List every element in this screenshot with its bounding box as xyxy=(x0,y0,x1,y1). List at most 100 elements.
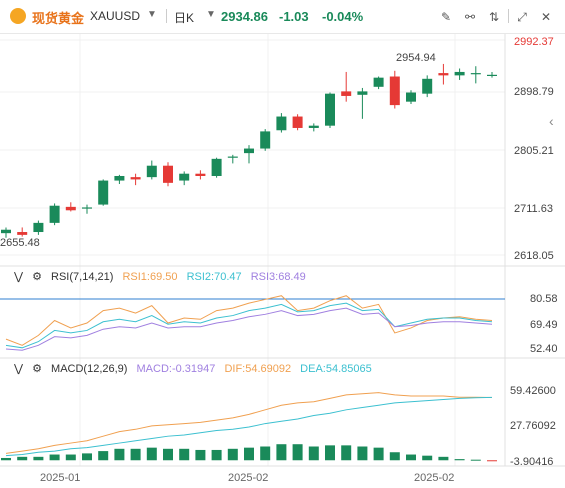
rsi1-line xyxy=(5,295,493,346)
candle-body xyxy=(292,116,303,128)
collapse-icon[interactable]: ⋁ xyxy=(14,363,24,375)
candle-body xyxy=(422,78,433,94)
macd-bar xyxy=(163,448,173,461)
rsi2-value: RSI2:70.47 xyxy=(186,271,242,283)
timeframe-chevron-icon[interactable]: ▼ xyxy=(206,9,216,20)
fullscreen-icon[interactable]: ⤢ xyxy=(517,10,527,24)
macd-bar xyxy=(82,453,92,461)
collapse-arrow-icon[interactable]: ‹ xyxy=(549,113,554,129)
close-icon[interactable]: ✕ xyxy=(540,10,552,24)
settings-icon[interactable]: ⚙ xyxy=(32,271,42,283)
rsi-axis-label: 69.49 xyxy=(530,319,558,331)
macd-value: MACD:-0.31947 xyxy=(136,363,216,375)
settings-icon[interactable]: ⚙ xyxy=(32,363,42,375)
candle-body xyxy=(244,148,254,154)
macd-bar xyxy=(114,448,125,461)
macd-bar xyxy=(130,448,141,461)
candle-body xyxy=(1,229,11,234)
macd-bar xyxy=(308,446,319,461)
macd-bar xyxy=(373,447,384,461)
divider xyxy=(508,9,509,23)
macd-bar xyxy=(276,444,287,461)
symbol-code[interactable]: XAUUSD xyxy=(90,9,141,23)
candle-body xyxy=(179,173,190,181)
macd-axis-label: -3.90416 xyxy=(510,456,554,468)
candle-body xyxy=(487,74,497,76)
macd-bar xyxy=(454,459,465,461)
candle-body xyxy=(17,232,28,235)
macd-bar xyxy=(211,449,222,461)
x-axis-label: 2025-02 xyxy=(414,472,455,484)
dea-line xyxy=(5,396,493,457)
y-axis-label: 2898.79 xyxy=(514,86,554,98)
macd-header: ⋁ ⚙ MACD(12,26,9) MACD:-0.31947 DIF:54.6… xyxy=(14,362,378,375)
macd-bar xyxy=(195,449,206,461)
divider xyxy=(166,9,167,23)
macd-bar xyxy=(33,456,44,461)
macd-bar xyxy=(470,459,481,461)
timeframe-select[interactable]: 日K xyxy=(174,11,195,25)
candle-body xyxy=(389,76,400,106)
macd-bar xyxy=(1,457,11,461)
macd-bar xyxy=(146,447,157,461)
indicator-icon[interactable]: ⚯ xyxy=(464,10,476,24)
low-price-marker: 2655.48 xyxy=(0,237,40,249)
rsi2-line xyxy=(5,302,493,349)
rsi3-line xyxy=(5,307,493,351)
chevron-down-icon[interactable]: ▼ xyxy=(147,9,157,20)
chart-header: 现货黄金 XAUUSD ▼ 日K ▼ 2934.86 -1.03 -0.04% … xyxy=(0,0,565,34)
macd-bar xyxy=(98,451,109,461)
rsi3-value: RSI3:68.49 xyxy=(250,271,306,283)
macd-bar xyxy=(227,448,238,461)
compare-icon[interactable]: ⇅ xyxy=(488,10,500,24)
macd-axis-label: 59.42600 xyxy=(510,385,556,397)
candle-body xyxy=(82,207,92,209)
y-axis-label: 2992.37 xyxy=(514,36,554,48)
candle-body xyxy=(454,71,465,76)
candle-body xyxy=(276,116,287,131)
rsi-axis-label: 80.58 xyxy=(530,293,558,305)
macd-axis-label: 27.76092 xyxy=(510,420,556,432)
dif-value: DIF:54.69092 xyxy=(224,363,292,375)
rsi1-value: RSI1:69.50 xyxy=(122,271,178,283)
macd-title[interactable]: MACD(12,26,9) xyxy=(51,363,128,375)
macd-bar xyxy=(17,456,28,461)
symbol-name[interactable]: 现货黄金 xyxy=(32,11,85,26)
price-change-pct: -0.04% xyxy=(322,9,364,24)
collapse-icon[interactable]: ⋁ xyxy=(14,271,24,283)
y-axis-label: 2618.05 xyxy=(514,250,554,262)
rsi-header: ⋁ ⚙ RSI(7,14,21) RSI1:69.50 RSI2:70.47 R… xyxy=(14,270,312,283)
x-axis-label: 2025-01 xyxy=(40,472,81,484)
candle-body xyxy=(65,206,76,211)
macd-bar xyxy=(422,455,433,461)
macd-bar xyxy=(357,446,368,461)
draw-line-icon[interactable]: ✎ xyxy=(440,10,452,24)
candle-body xyxy=(308,125,319,128)
candle-body xyxy=(49,205,60,223)
macd-bar xyxy=(389,452,400,461)
macd-bar xyxy=(260,446,271,461)
macd-bar xyxy=(49,454,60,461)
candle-body xyxy=(260,131,271,149)
candle-body xyxy=(146,165,157,178)
macd-bar xyxy=(179,448,190,461)
candle-body xyxy=(325,93,335,126)
x-axis-label: 2025-02 xyxy=(228,472,269,484)
candle-body xyxy=(130,177,141,180)
rsi-axis-label: 52.40 xyxy=(530,343,558,355)
dif-line xyxy=(5,392,493,454)
y-axis-label: 2805.21 xyxy=(514,145,554,157)
high-price-marker: 2954.94 xyxy=(396,52,436,64)
candle-body xyxy=(373,77,384,87)
candle-body xyxy=(195,173,206,176)
price-change: -1.03 xyxy=(279,9,309,24)
dea-value: DEA:54.85065 xyxy=(300,363,372,375)
candle-body xyxy=(438,73,449,76)
candle-body xyxy=(406,92,416,102)
rsi-title[interactable]: RSI(7,14,21) xyxy=(51,271,114,283)
macd-bar xyxy=(325,445,335,461)
macd-bar xyxy=(406,454,416,461)
candle-body xyxy=(98,180,109,205)
candle-body xyxy=(470,73,481,75)
